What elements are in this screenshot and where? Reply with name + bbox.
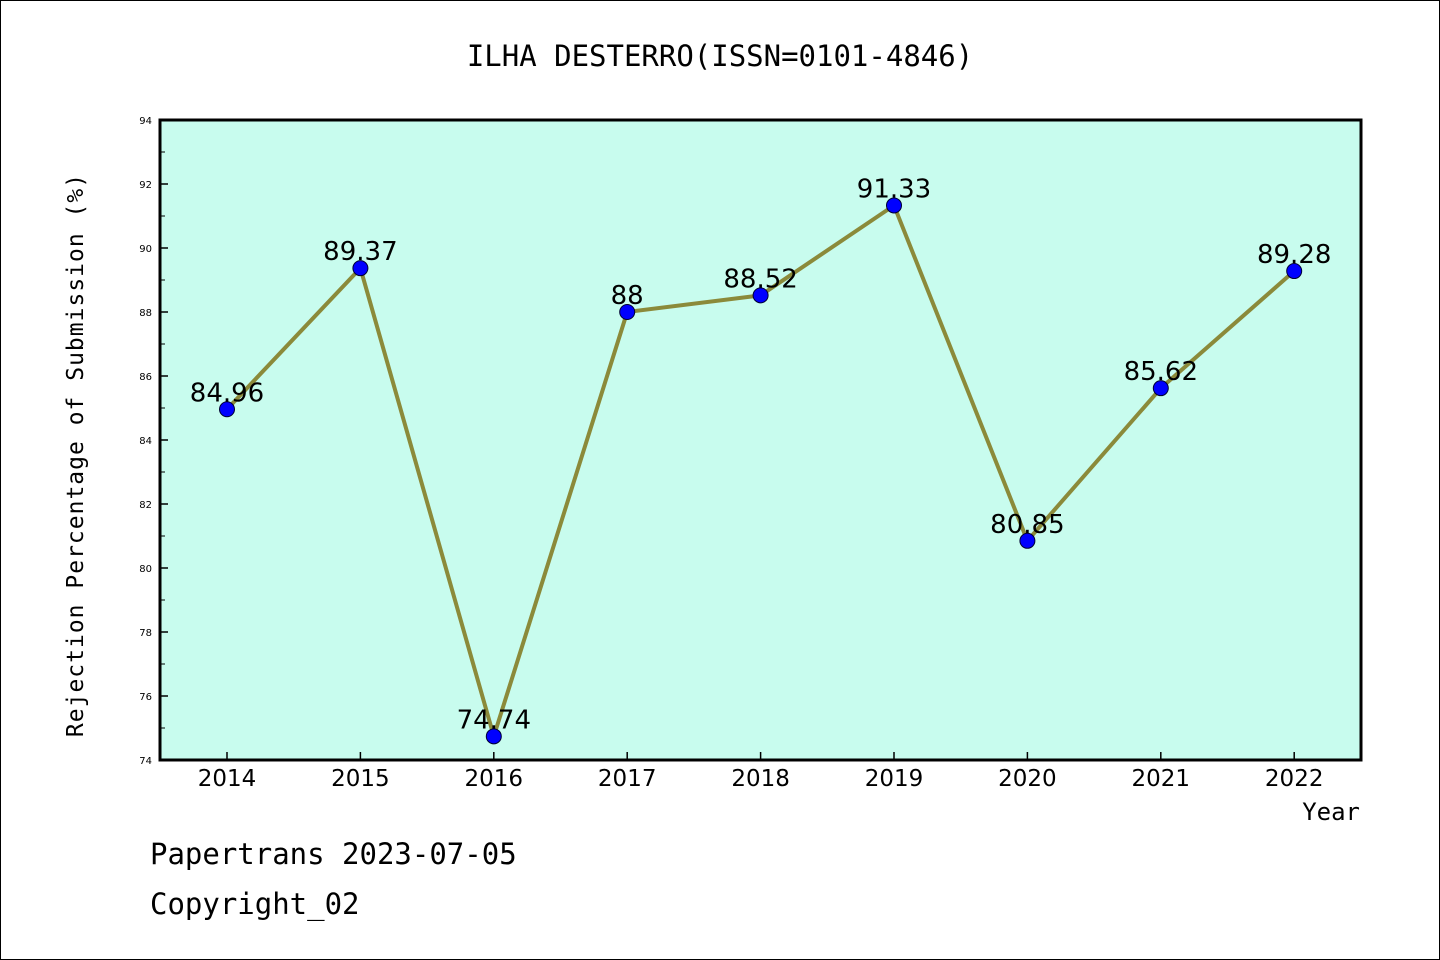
x-tick-label-2018: 2018 [731, 766, 790, 792]
y-tick-label-92: 92 [139, 180, 152, 191]
y-tick-label-84: 84 [139, 436, 152, 447]
data-label-2017: 88 [611, 281, 644, 311]
data-point-2017 [619, 304, 636, 320]
y-tick-label-94: 94 [139, 116, 152, 127]
plot-area [160, 120, 1361, 760]
y-tick-label-88: 88 [139, 308, 152, 319]
y-tick-label-86: 86 [139, 372, 152, 383]
data-label-2015: 89.37 [323, 237, 397, 267]
data-label-2019: 91.33 [857, 174, 931, 204]
x-tick-label-2020: 2020 [998, 766, 1057, 792]
data-label-2014: 84.96 [190, 378, 264, 408]
x-tick-label-2019: 2019 [865, 766, 924, 792]
data-point-2022 [1286, 263, 1303, 280]
x-axis-label: Year [1302, 798, 1360, 826]
x-tick-label-2022: 2022 [1265, 766, 1324, 792]
x-tick-label-2017: 2017 [598, 766, 657, 792]
x-tick-label-2016: 2016 [465, 766, 524, 792]
x-tick-label-2014: 2014 [198, 766, 257, 792]
data-point-2016 [485, 728, 502, 745]
data-label-2018: 88.52 [723, 264, 797, 294]
x-tick-label-2015: 2015 [331, 766, 390, 792]
data-point-2018 [752, 287, 769, 304]
plot-border [158, 118, 1363, 762]
y-tick-label-82: 82 [139, 500, 152, 511]
data-point-2019 [886, 197, 902, 214]
data-label-2022: 89.28 [1257, 240, 1331, 270]
y-axis-ticks: 74 76 78 80 82 84 86 88 90 92 94 [139, 116, 168, 767]
y-tick-label-76: 76 [139, 692, 152, 703]
x-tick-label-2021: 2021 [1132, 766, 1191, 792]
chart-title: ILHA DESTERRO(ISSN=0101-4846) [467, 39, 973, 73]
data-point-2014 [219, 401, 235, 418]
footer-date: Papertrans 2023-07-05 [150, 837, 517, 871]
y-tick-label-90: 90 [139, 244, 152, 255]
data-point-2015 [352, 260, 369, 277]
data-label-2020: 80.85 [990, 510, 1064, 540]
y-tick-label-74: 74 [139, 756, 152, 767]
data-markers [219, 197, 1303, 745]
y-axis-label: Rejection Percentage of Submission (%) [63, 173, 89, 737]
data-point-2020 [1019, 532, 1036, 549]
data-point-2021 [1152, 380, 1169, 397]
footer-copyright: Copyright_02 [150, 887, 360, 922]
y-tick-label-80: 80 [139, 564, 152, 575]
data-label-2016: 74.74 [457, 705, 531, 735]
data-labels: 84.96 89.37 74.74 88 88.52 91.33 80.85 85.62 89.… [190, 174, 1332, 735]
y-tick-label-78: 78 [139, 628, 152, 639]
data-label-2021: 85.62 [1124, 357, 1198, 387]
x-axis-ticks: 2014 2015 2016 2017 2018 2019 2020 2021 2022 [198, 752, 1324, 792]
